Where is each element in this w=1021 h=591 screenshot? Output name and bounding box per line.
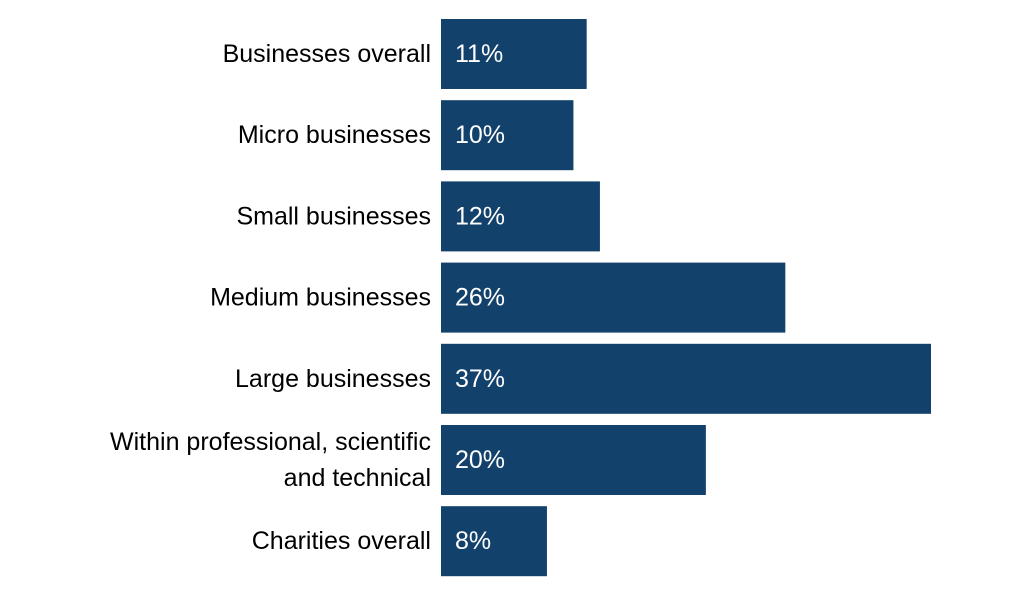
bar-charities-overall (441, 506, 547, 577)
category-label-large-businesses: Large businesses (235, 365, 431, 393)
category-label-line: Within professional, scientific (110, 428, 431, 456)
value-label-charities-overall: 8% (455, 527, 491, 555)
category-label-businesses-overall: Businesses overall (223, 40, 431, 68)
category-label-micro-businesses: Micro businesses (238, 121, 431, 149)
bar-micro-businesses (441, 100, 574, 171)
bar-medium-businesses (441, 262, 786, 333)
category-label-line: and technical (284, 464, 431, 492)
value-label-businesses-overall: 11% (455, 40, 503, 68)
category-label-within-professional-scientific-and-technical: Within professional, scientific and techn… (110, 428, 431, 492)
value-label-micro-businesses: 10% (455, 121, 505, 149)
value-label-within-professional-scientific-and-technical: 20% (455, 446, 505, 474)
value-label-small-businesses: 12% (455, 202, 505, 230)
bar-businesses-overall (441, 19, 587, 89)
category-label-charities-overall: Charities overall (252, 527, 431, 555)
value-label-medium-businesses: 26% (455, 284, 505, 312)
bar-within-professional-scientific-and-technical (441, 425, 706, 495)
bars-group (441, 19, 931, 577)
bar-small-businesses (441, 181, 600, 252)
value-labels-group: 11% 10% 12% 26% 37% 20% 8% (455, 40, 505, 555)
category-label-small-businesses: Small businesses (236, 202, 431, 230)
category-labels-group: Businesses overall Micro businesses Small … (110, 40, 431, 555)
bar-large-businesses (441, 343, 931, 414)
value-label-large-businesses: 37% (455, 365, 505, 393)
category-label-medium-businesses: Medium businesses (210, 284, 431, 312)
